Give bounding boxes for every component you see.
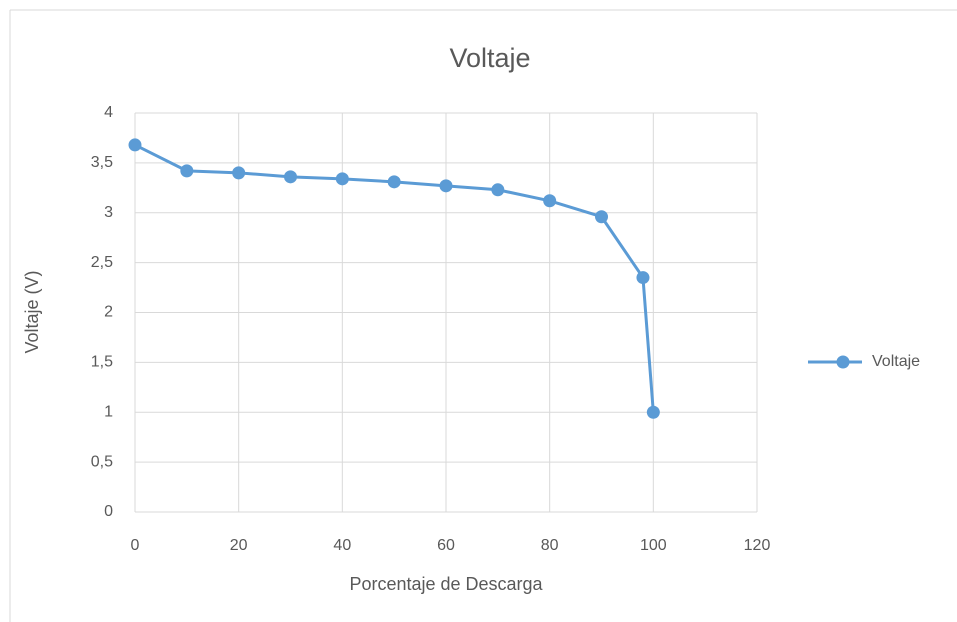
- y-tick-label: 2: [104, 304, 113, 321]
- data-point: [232, 166, 246, 180]
- legend-marker: [836, 355, 850, 369]
- x-tick-label: 120: [744, 537, 771, 554]
- y-tick-label: 0: [104, 503, 113, 520]
- data-point: [636, 271, 650, 285]
- x-tick-label: 100: [640, 537, 667, 554]
- x-tick-label: 60: [437, 537, 455, 554]
- y-tick-label: 4: [104, 104, 113, 121]
- x-tick-label: 40: [333, 537, 351, 554]
- data-point: [284, 170, 297, 184]
- y-tick-label: 2,5: [91, 254, 113, 271]
- x-tick-label: 80: [541, 537, 559, 554]
- y-tick-label: 1,5: [91, 354, 113, 371]
- x-tick-label: 0: [131, 537, 140, 554]
- y-tick-label: 3,5: [91, 154, 113, 171]
- y-tick-label: 0,5: [91, 453, 113, 470]
- data-point: [543, 194, 557, 208]
- data-point: [595, 210, 608, 224]
- data-point: [646, 405, 660, 419]
- y-axis-label: Voltaje (V): [22, 270, 42, 353]
- data-point: [180, 164, 194, 178]
- y-tick-label: 3: [104, 204, 113, 221]
- legend-label: Voltaje: [872, 353, 920, 370]
- x-tick-label: 20: [230, 537, 248, 554]
- chart-title: Voltaje: [449, 43, 530, 73]
- data-point: [128, 138, 142, 152]
- data-point: [387, 175, 401, 189]
- data-point: [439, 179, 453, 193]
- x-axis-label: Porcentaje de Descarga: [349, 574, 543, 594]
- data-point: [335, 172, 349, 186]
- series-line: [134, 143, 655, 413]
- data-point: [491, 183, 505, 197]
- y-tick-label: 1: [104, 403, 113, 420]
